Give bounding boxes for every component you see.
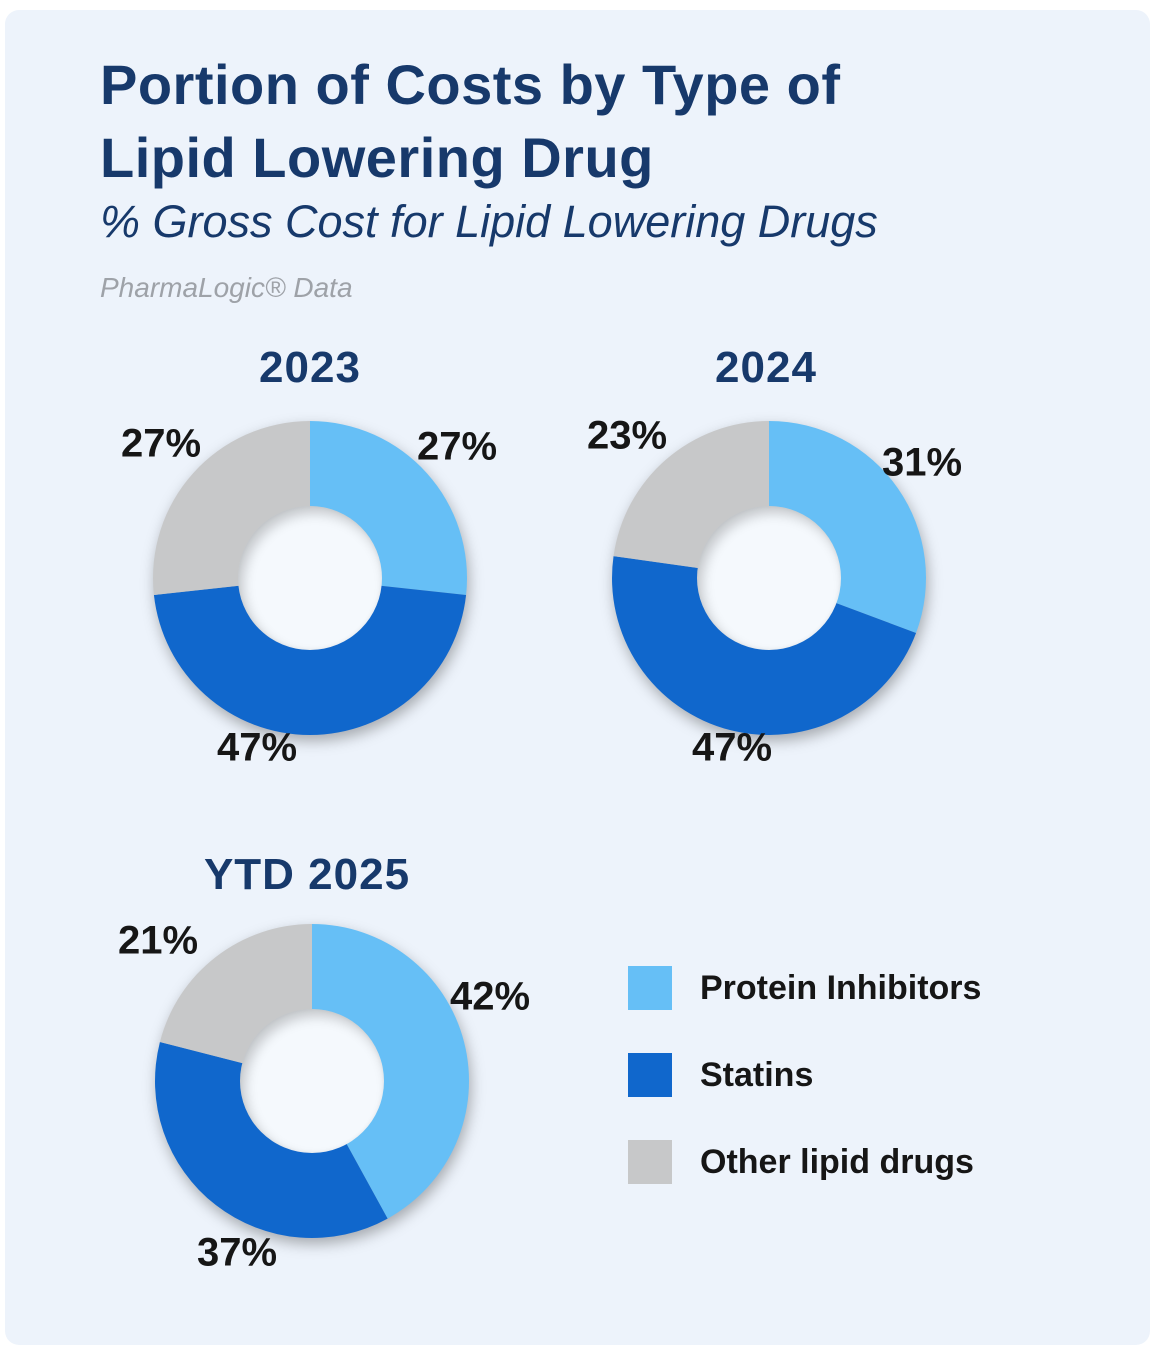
legend-item-other-lipid-drugs: Other lipid drugs	[628, 1140, 974, 1184]
page-title-line-1: Portion of Costs by Type of	[100, 53, 841, 116]
donut-title-ytd-2025: YTD 2025	[203, 850, 411, 899]
donut-title-2023: 2023	[259, 343, 361, 392]
donut-title-2024: 2024	[715, 343, 817, 392]
page-title: Portion of Costs by Type of Lipid Loweri…	[100, 48, 840, 194]
pct-label-other-lipid-drugs: 23%	[586, 413, 668, 458]
legend-label-other-lipid-drugs: Other lipid drugs	[700, 1142, 974, 1181]
legend-item-statins: Statins	[628, 1053, 813, 1097]
page-title-line-2: Lipid Lowering Drug	[100, 126, 654, 189]
page-subtitle: % Gross Cost for Lipid Lowering Drugs	[100, 196, 878, 247]
donut-hole	[240, 1009, 384, 1153]
legend-label-protein-inhibitors: Protein Inhibitors	[700, 968, 982, 1007]
donut-hole	[697, 506, 841, 650]
slice-statins	[153, 578, 467, 735]
donut-chart-ytd-2025	[154, 924, 470, 1239]
legend-swatch-other-lipid-drugs	[628, 1140, 672, 1184]
legend-label-statins: Statins	[700, 1055, 814, 1094]
pct-label-other-lipid-drugs: 27%	[120, 421, 202, 466]
pct-label-other-lipid-drugs: 21%	[117, 918, 199, 963]
pct-label-statins: 47%	[216, 725, 298, 770]
pct-label-protein-inhibitors: 31%	[881, 440, 963, 485]
data-source-note: PharmaLogic® Data	[100, 272, 353, 303]
legend-swatch-statins	[628, 1053, 672, 1097]
pct-label-statins: 47%	[691, 725, 773, 770]
pct-label-protein-inhibitors: 42%	[449, 974, 531, 1019]
slice-protein-inhibitors	[312, 924, 470, 1219]
legend-swatch-protein-inhibitors	[628, 966, 672, 1010]
donut-hole	[238, 506, 382, 650]
legend-item-protein-inhibitors: Protein Inhibitors	[628, 966, 981, 1010]
pct-label-statins: 37%	[196, 1230, 278, 1275]
pct-label-protein-inhibitors: 27%	[416, 424, 498, 469]
